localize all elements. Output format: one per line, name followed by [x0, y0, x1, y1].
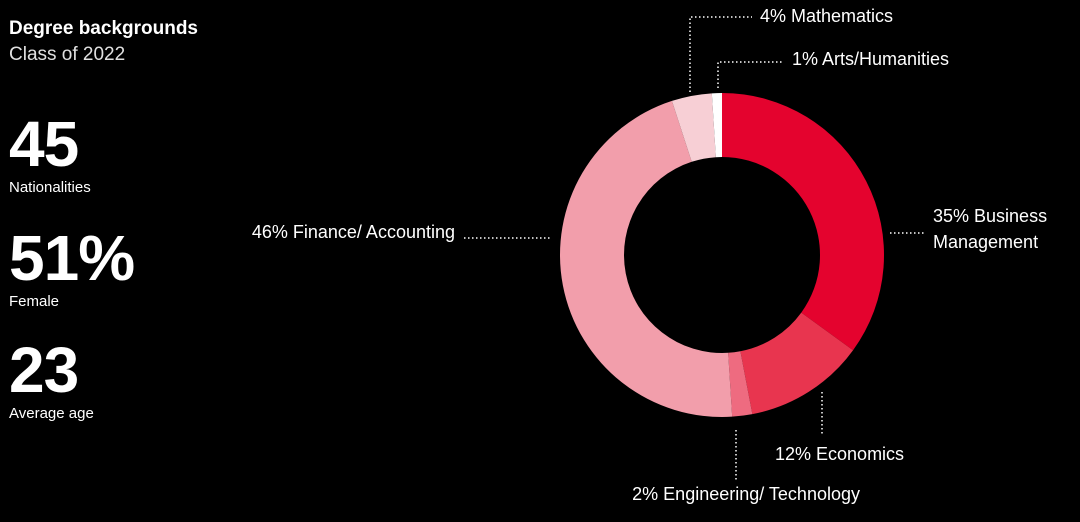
stat-nationalities: 45 Nationalities	[9, 112, 91, 198]
stat-label: Nationalities	[9, 179, 91, 196]
slice-economics	[740, 312, 854, 415]
slice-label: 35% Business	[933, 206, 1047, 226]
slice-label: 46% Finance/ Accounting	[252, 222, 455, 242]
slice-label: 2% Engineering/ Technology	[632, 484, 860, 504]
stat-value: 23	[9, 334, 79, 406]
slice-engineering-technology	[728, 351, 753, 417]
stat-female: 51% Female	[9, 222, 135, 312]
stat-value: 51%	[9, 222, 135, 294]
slice-mathematics	[671, 93, 716, 162]
stat-label: Female	[9, 293, 60, 310]
chart-subtitle: Class of 2022	[9, 44, 126, 65]
slice-label: Management	[933, 232, 1038, 252]
slice-label: 12% Economics	[775, 444, 904, 464]
chart-title: Degree backgrounds	[9, 18, 198, 39]
stat-average-age: 23 Average age	[9, 338, 94, 424]
slice-arts-humanities	[711, 93, 722, 158]
slice-label: 1% Arts/Humanities	[792, 49, 949, 69]
slice-business-management	[722, 92, 885, 351]
slice-finance-accounting	[560, 100, 733, 418]
chart-header: Degree backgrounds Class of 2022	[9, 16, 198, 68]
stat-label: Average age	[9, 405, 94, 422]
slice-label: 4% Mathematics	[760, 6, 893, 26]
leader-line	[717, 61, 784, 88]
stat-value: 45	[9, 108, 79, 180]
leader-line	[689, 16, 752, 92]
